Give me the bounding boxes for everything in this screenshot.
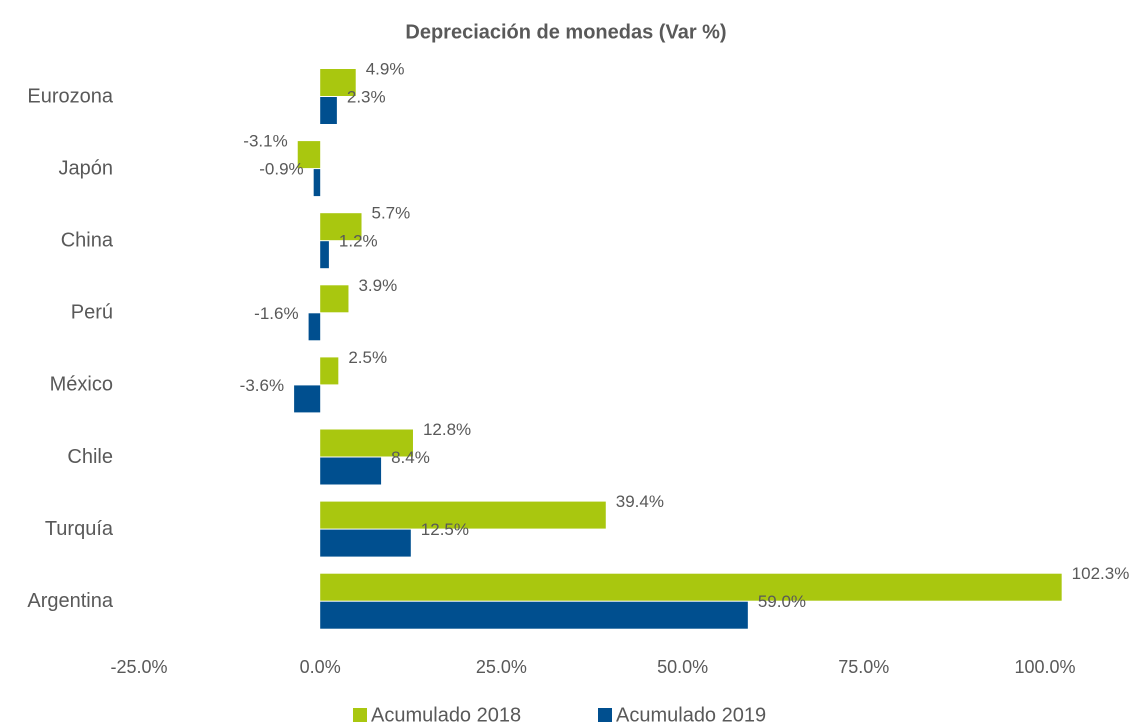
bar	[320, 573, 1062, 601]
y-tick-label: Chile	[67, 446, 113, 468]
bar	[320, 357, 339, 385]
bar	[313, 169, 321, 197]
x-tick-label: 25.0%	[476, 657, 527, 677]
bar	[320, 457, 382, 485]
legend-label: Acumulado 2019	[616, 704, 766, 726]
y-tick-label: Turquía	[45, 518, 114, 540]
value-label: 2.5%	[348, 348, 387, 367]
bar	[320, 241, 329, 269]
legend-label: Acumulado 2018	[371, 704, 521, 726]
y-tick-label: Japón	[59, 157, 114, 179]
legend-swatch	[353, 708, 367, 722]
value-label: -3.6%	[240, 376, 284, 395]
value-label: 12.5%	[421, 520, 469, 539]
x-tick-label: -25.0%	[110, 657, 167, 677]
y-tick-label: Eurozona	[27, 85, 113, 107]
bar	[320, 529, 411, 557]
chart-title: Depreciación de monedas (Var %)	[405, 21, 726, 43]
y-tick-label: China	[61, 229, 114, 251]
value-label: -1.6%	[254, 304, 298, 323]
x-tick-label: 50.0%	[657, 657, 708, 677]
bar	[294, 385, 321, 413]
bar	[320, 429, 413, 457]
x-tick-label: 0.0%	[300, 657, 341, 677]
bar	[320, 501, 606, 529]
bar	[320, 69, 356, 96]
x-tick-label: 75.0%	[838, 657, 889, 677]
value-label: 3.9%	[358, 276, 397, 295]
bar	[320, 601, 748, 629]
value-label: 4.9%	[366, 59, 405, 78]
value-label: 12.8%	[423, 420, 471, 439]
value-label: -0.9%	[259, 160, 303, 179]
bar	[320, 213, 362, 241]
bar	[320, 285, 349, 313]
bar	[297, 141, 321, 169]
value-label: 8.4%	[391, 448, 430, 467]
y-tick-label: Perú	[71, 302, 113, 324]
value-label: 59.0%	[758, 592, 806, 611]
value-label: 1.2%	[339, 232, 378, 251]
value-label: 102.3%	[1072, 564, 1130, 583]
value-label: 2.3%	[347, 87, 386, 106]
value-label: 39.4%	[616, 492, 664, 511]
x-tick-label: 100.0%	[1014, 657, 1075, 677]
y-tick-label: México	[50, 374, 113, 396]
bar	[308, 313, 321, 341]
legend-swatch	[598, 708, 612, 722]
y-tick-label: Argentina	[27, 590, 113, 612]
value-label: -3.1%	[243, 132, 287, 151]
bar	[320, 97, 337, 124]
value-label: 5.7%	[372, 204, 411, 223]
